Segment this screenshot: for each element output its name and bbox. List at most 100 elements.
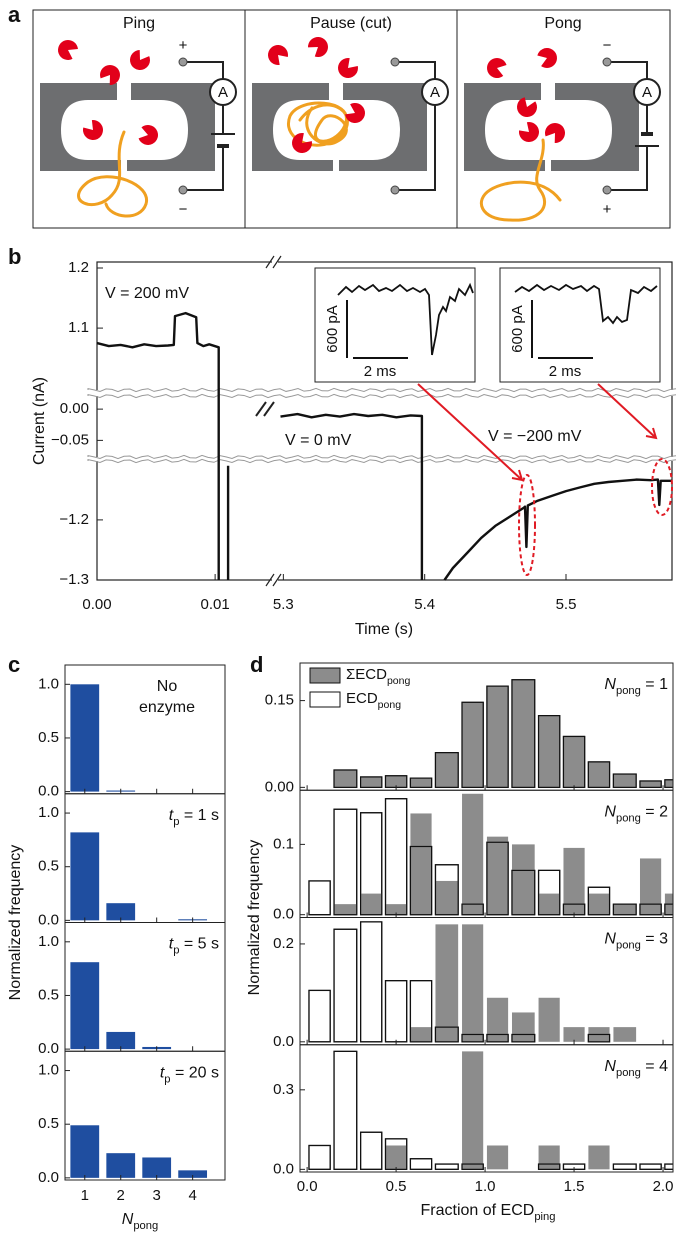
enzyme bbox=[545, 123, 565, 144]
bar bbox=[333, 1050, 358, 1170]
bar bbox=[511, 679, 535, 788]
annotation-sub: p bbox=[164, 1073, 170, 1085]
bar bbox=[639, 858, 662, 915]
annotation-sub: p bbox=[173, 944, 179, 956]
break-wave bbox=[87, 454, 677, 460]
electrode bbox=[390, 57, 400, 67]
diagram-panel: Pong A − + bbox=[456, 10, 661, 228]
panel-title: Pong bbox=[544, 15, 581, 32]
annotation: tp = 5 s bbox=[169, 936, 219, 957]
panel-label: a bbox=[8, 2, 21, 27]
bar bbox=[385, 775, 407, 788]
bar-outline bbox=[333, 1050, 358, 1170]
y-tick-label: 0.5 bbox=[38, 858, 59, 875]
break-mark bbox=[265, 573, 282, 587]
bar bbox=[360, 893, 382, 915]
bar bbox=[486, 997, 509, 1042]
plot-frame bbox=[96, 261, 673, 581]
enzyme bbox=[518, 122, 539, 143]
enzyme bbox=[345, 103, 365, 124]
annotation: tp = 1 s bbox=[169, 807, 219, 828]
x-axis-label: Npong bbox=[122, 1211, 158, 1232]
bar bbox=[435, 924, 459, 1042]
ammeter bbox=[633, 78, 661, 106]
bars bbox=[308, 1050, 673, 1170]
bar-outline bbox=[308, 989, 331, 1043]
bar-outline bbox=[359, 776, 383, 788]
panel-label: c bbox=[8, 652, 20, 677]
diagram-panel: Pause (cut) A bbox=[244, 10, 449, 228]
current-trace bbox=[443, 478, 672, 581]
y-tick-label: 0.0 bbox=[273, 1033, 294, 1050]
arrow bbox=[417, 383, 524, 482]
bar-outline bbox=[612, 1163, 637, 1170]
enzyme bbox=[308, 37, 328, 57]
bar-outline bbox=[308, 1144, 331, 1170]
bar bbox=[385, 904, 407, 915]
legend-label-sub: pong bbox=[378, 699, 402, 711]
bar bbox=[462, 702, 484, 788]
y-tick-label: 1.0 bbox=[38, 675, 59, 692]
bar bbox=[588, 1145, 610, 1170]
polarity: − bbox=[179, 201, 188, 218]
annotation-main: N bbox=[604, 1058, 616, 1075]
bar-outline bbox=[612, 773, 637, 788]
y-tick-label: 0.5 bbox=[38, 1115, 59, 1132]
bar bbox=[308, 989, 331, 1043]
y-tick-label: 0.00 bbox=[60, 400, 89, 417]
voltage-annotation: V = 0 mV bbox=[285, 432, 352, 449]
y-tick-label: 0.1 bbox=[273, 835, 294, 852]
ammeter bbox=[209, 78, 237, 106]
plot-frame bbox=[299, 1044, 674, 1173]
annotation-main: N bbox=[604, 676, 616, 693]
diagram-panel: Ping A + − bbox=[40, 15, 237, 218]
arrow bbox=[597, 383, 658, 440]
x-axis-label-sub: pong bbox=[133, 1220, 158, 1232]
bar bbox=[410, 778, 432, 788]
plot-frame bbox=[64, 1050, 226, 1181]
enzyme bbox=[517, 97, 538, 117]
break-mark bbox=[265, 255, 282, 269]
annotation: Npong = 2 bbox=[604, 803, 668, 824]
y-tick-label: 0.2 bbox=[273, 935, 294, 952]
bar bbox=[360, 776, 382, 788]
bar bbox=[333, 808, 358, 916]
electrode bbox=[602, 57, 612, 67]
axis-break bbox=[88, 390, 680, 396]
y-tick-label: −1.2 bbox=[59, 511, 89, 528]
enzyme bbox=[338, 58, 358, 78]
inset-trace bbox=[514, 283, 658, 325]
bar-outline bbox=[434, 752, 459, 788]
bar bbox=[486, 686, 509, 788]
x-tick-label: 1.0 bbox=[475, 1178, 496, 1195]
axis-break bbox=[272, 258, 278, 266]
bar bbox=[588, 893, 610, 915]
y-tick-label: 1.1 bbox=[68, 319, 89, 336]
y-tick-label: −1.3 bbox=[59, 571, 89, 588]
annotation: Npong = 1 bbox=[604, 676, 668, 697]
bar bbox=[409, 1158, 433, 1170]
bar bbox=[435, 880, 459, 915]
y-tick-label: 0.3 bbox=[273, 1081, 294, 1098]
bars bbox=[308, 921, 637, 1043]
bar-outline bbox=[537, 869, 561, 916]
bar bbox=[538, 997, 560, 1042]
bar bbox=[538, 1145, 560, 1170]
current-trace bbox=[96, 311, 220, 580]
bar bbox=[612, 1163, 637, 1170]
inset-trace bbox=[337, 282, 474, 356]
annotation-rest: = 20 s bbox=[171, 1064, 219, 1081]
y-tick-label: −0.05 bbox=[51, 431, 89, 448]
bar bbox=[384, 798, 408, 916]
bar-outline bbox=[333, 928, 358, 1043]
panel-label: d bbox=[250, 652, 263, 677]
break-wave bbox=[87, 393, 677, 399]
annotation-main: t bbox=[169, 807, 174, 824]
bar bbox=[486, 1145, 509, 1170]
legend-label-main: ΣECD bbox=[346, 666, 387, 683]
bar-outline bbox=[587, 886, 611, 916]
voltage-annotation: V = 200 mV bbox=[105, 285, 189, 302]
current-trace bbox=[280, 412, 424, 580]
break-wave bbox=[87, 458, 677, 464]
bar bbox=[410, 813, 432, 915]
